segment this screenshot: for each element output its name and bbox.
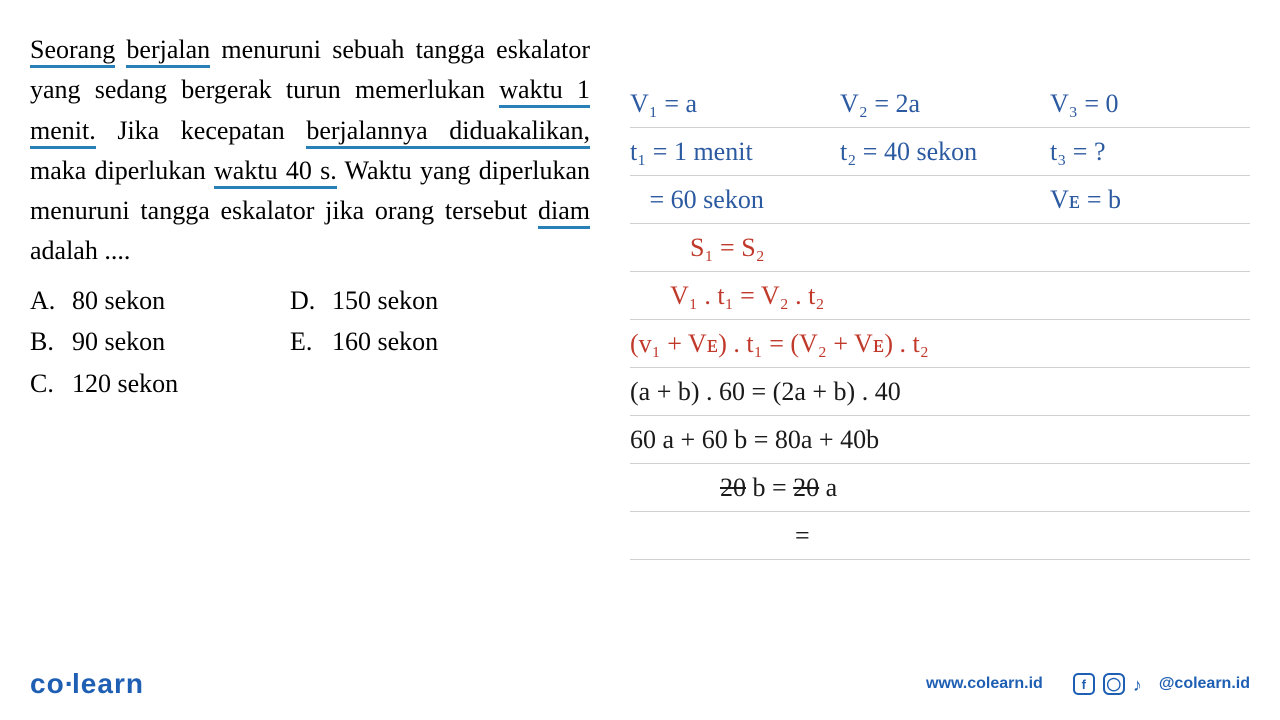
eq-a: a — [819, 473, 837, 502]
work-t2: t₂ = 40 sekon — [840, 137, 1050, 167]
underlined-text: waktu 40 s. — [214, 156, 337, 189]
work-t1: t₁ = 1 menit — [630, 137, 840, 167]
tiktok-icon: ♪ — [1133, 675, 1151, 693]
option-a: A.80 sekon — [30, 280, 290, 322]
plain-text: adalah .... — [30, 236, 130, 265]
work-expand1: (v₁ + Vᴇ) . t₁ = (V₂ + Vᴇ) . t₂ — [630, 329, 929, 359]
question-text: Seorang berjalan menuruni sebuah tangga … — [30, 30, 590, 272]
option-d-text: 150 sekon — [332, 280, 438, 322]
facebook-icon: f — [1073, 673, 1095, 695]
brand-logo: co·learn — [30, 668, 144, 700]
option-b: B.90 sekon — [30, 321, 290, 363]
plain-text: Jika kecepatan — [117, 116, 284, 145]
footer-handle: @colearn.id — [1159, 675, 1250, 693]
option-b-text: 90 sekon — [72, 321, 165, 363]
underlined-text: diam — [538, 196, 590, 229]
work-v1: V₁ = a — [630, 89, 840, 119]
work-ve: Vᴇ = b — [1050, 185, 1121, 215]
underlined-text: Seorang — [30, 35, 115, 68]
eq-middle: b = — [746, 473, 793, 502]
work-s-eq: S₁ = S₂ — [690, 233, 765, 263]
option-d: D.150 sekon — [290, 280, 550, 322]
underlined-text: berjalan — [126, 35, 210, 68]
strike-20-right: 20 — [793, 473, 819, 502]
option-e: E.160 sekon — [290, 321, 550, 363]
work-expand2: 60 a + 60 b = 80a + 40b — [630, 425, 879, 455]
option-e-text: 160 sekon — [332, 321, 438, 363]
work-t1-sec: = 60 sekon — [630, 185, 840, 215]
underlined-text: berjalannya diduakalikan, — [306, 116, 590, 149]
work-final-eq: = — [795, 521, 810, 551]
work-subst: (a + b) . 60 = (2a + b) . 40 — [630, 377, 901, 407]
instagram-icon: ◯ — [1103, 673, 1125, 695]
option-a-text: 80 sekon — [72, 280, 165, 322]
work-vt-eq: V₁ . t₁ = V₂ . t₂ — [670, 281, 824, 311]
work-t3: t₃ = ? — [1050, 137, 1106, 167]
handwritten-work: V₁ = a V₂ = 2a V₃ = 0 t₁ = 1 menit t₂ = … — [590, 30, 1250, 640]
work-v2: V₂ = 2a — [840, 89, 1050, 119]
strike-20-left: 20 — [720, 473, 746, 502]
option-c: C.120 sekon — [30, 363, 290, 405]
social-icons: f ◯ ♪ @colearn.id — [1073, 673, 1250, 695]
option-c-text: 120 sekon — [72, 363, 178, 405]
work-v3: V₃ = 0 — [1050, 89, 1119, 119]
work-simplify: 20 b = 20 a — [720, 473, 837, 503]
options-block: A.80 sekon D.150 sekon B.90 sekon E.160 … — [30, 280, 590, 405]
plain-text: maka diperlukan — [30, 156, 206, 185]
footer-url: www.colearn.id — [926, 675, 1043, 693]
